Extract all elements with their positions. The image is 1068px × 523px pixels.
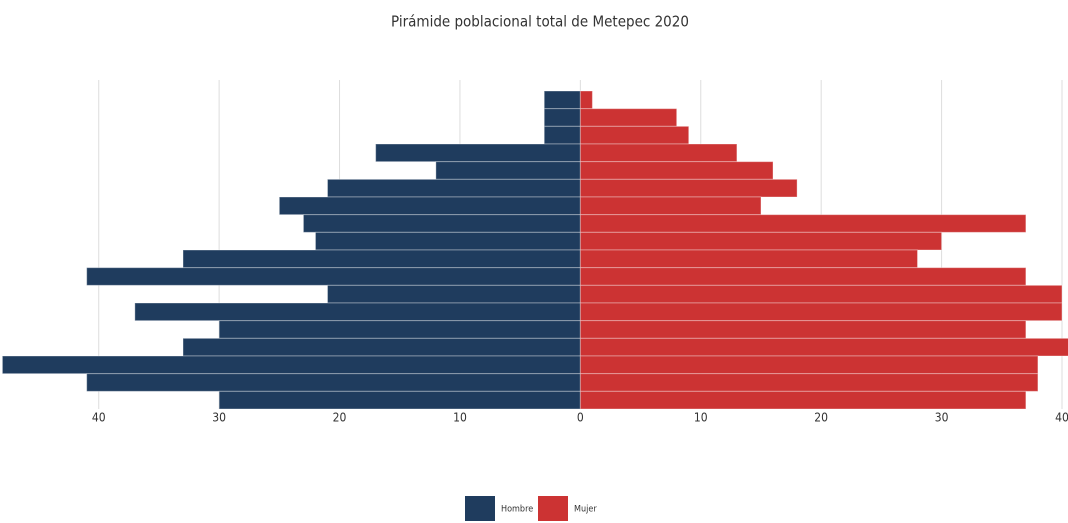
x-tick-label: 30 <box>212 411 226 425</box>
bar <box>543 108 581 127</box>
bar <box>375 143 581 163</box>
bar <box>543 90 581 110</box>
bar <box>543 125 581 145</box>
bar <box>86 373 581 392</box>
bar <box>579 267 1027 286</box>
bar <box>579 320 1027 339</box>
bar <box>218 320 581 339</box>
chart-title: Pirámide poblacional total de Metepec 20… <box>391 13 689 31</box>
x-tick-label: 30 <box>935 411 949 425</box>
legend-swatch <box>465 496 495 521</box>
bar <box>579 90 593 110</box>
x-tick-label: 0 <box>577 411 584 425</box>
legend-label: Mujer <box>574 505 597 515</box>
bar <box>314 231 581 251</box>
bar <box>579 231 943 251</box>
bar <box>218 390 581 410</box>
bar <box>327 178 581 198</box>
x-tick-label: 40 <box>92 411 106 425</box>
bar <box>182 337 581 357</box>
bar <box>435 161 581 180</box>
bar <box>327 284 581 304</box>
bar <box>579 196 762 216</box>
bar <box>579 390 1027 410</box>
legend-label: Hombre <box>501 505 533 515</box>
bar <box>579 284 1063 304</box>
bar <box>579 373 1039 392</box>
bar <box>579 108 678 127</box>
bar <box>278 196 581 216</box>
bar <box>579 125 690 145</box>
bar <box>134 302 581 322</box>
bar <box>579 337 1068 357</box>
bar <box>579 143 738 163</box>
bar <box>579 249 918 269</box>
x-tick-label: 10 <box>453 411 467 425</box>
bar <box>579 214 1027 233</box>
bar <box>1 355 581 375</box>
bar <box>302 214 581 233</box>
bar <box>579 178 798 198</box>
x-tick-label: 40 <box>1055 411 1068 425</box>
x-tick-label: 10 <box>694 411 708 425</box>
x-tick-label: 20 <box>333 411 347 425</box>
bar <box>86 267 581 286</box>
bar <box>579 355 1039 375</box>
bar <box>579 161 774 180</box>
x-tick-label: 20 <box>814 411 828 425</box>
legend-swatch <box>538 496 568 521</box>
bar <box>182 249 581 269</box>
bar <box>579 302 1063 322</box>
